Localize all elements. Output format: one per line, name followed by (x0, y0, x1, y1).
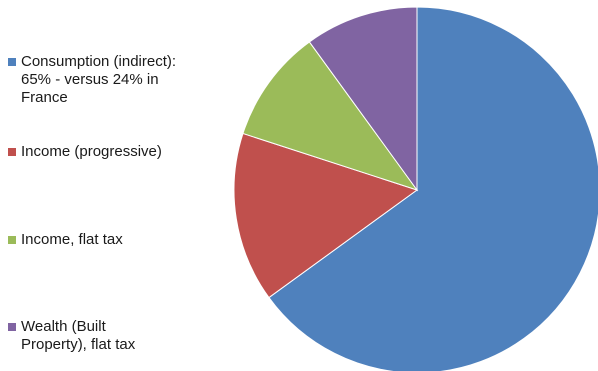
pie-slice-consumption (268, 6, 598, 371)
legend-item-wealth: Wealth (Built Property), flat tax (8, 318, 141, 354)
pie-slice-income-progressive (233, 132, 419, 299)
legend-item-consumption: Consumption (indirect): 65% - versus 24%… (8, 53, 181, 107)
legend-swatch-income-progressive (8, 148, 16, 156)
legend-item-income-flat-tax: Income, flat tax (8, 231, 123, 249)
pie-slice-income-flat-tax (242, 41, 419, 191)
legend-item-income-progressive: Income (progressive) (8, 143, 162, 161)
legend-label-wealth: Wealth (Built Property), flat tax (21, 318, 136, 353)
legend-swatch-income-flat-tax (8, 236, 16, 244)
legend-label-consumption: Consumption (indirect): 65% - versus 24%… (21, 53, 177, 106)
pie-slice-wealth (308, 6, 418, 192)
legend-swatch-consumption (8, 58, 16, 66)
legend-label-income-progressive: Income (progressive) (21, 143, 162, 160)
legend-swatch-wealth (8, 323, 16, 331)
legend-label-income-flat-tax: Income, flat tax (21, 231, 123, 248)
